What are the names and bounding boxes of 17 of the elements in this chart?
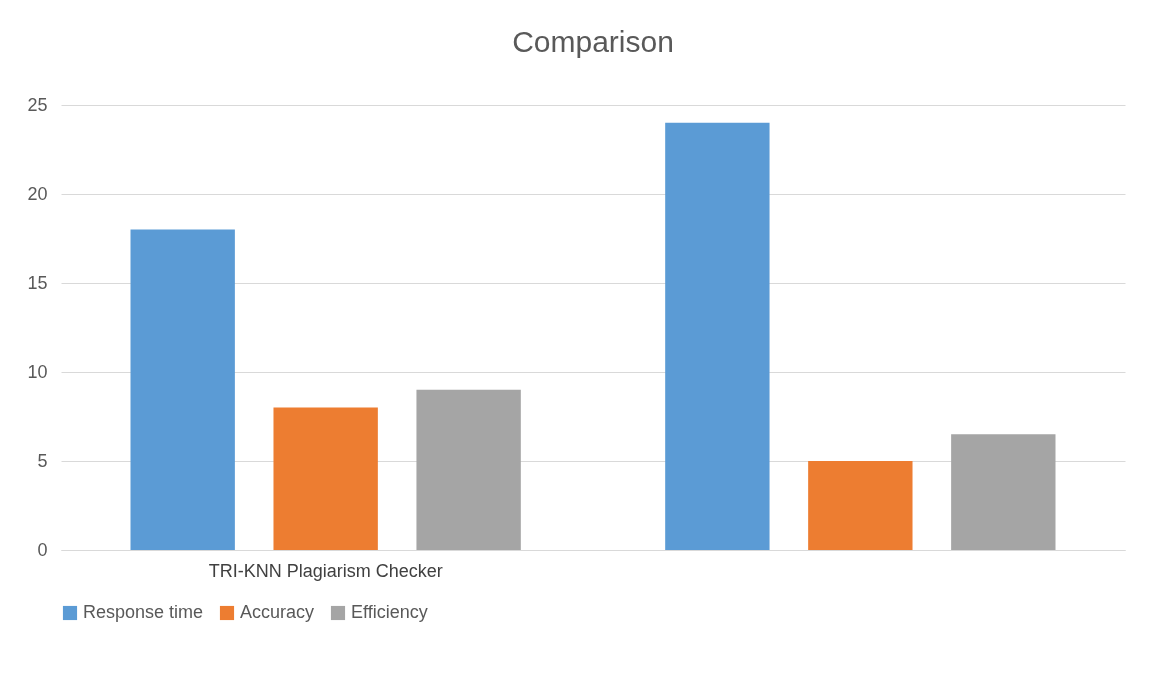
y-tick-label: 25 — [27, 94, 48, 115]
y-tick-label: 15 — [27, 272, 48, 293]
bar — [665, 122, 770, 550]
bar — [951, 434, 1056, 550]
legend-label: Response time — [83, 602, 204, 622]
bar — [808, 461, 913, 550]
bar — [273, 407, 378, 550]
legend-label: Efficiency — [351, 602, 428, 622]
bar — [130, 229, 235, 550]
x-tick-label: TRI-KNN Plagiarism Checker — [208, 560, 443, 581]
bar — [416, 389, 521, 550]
y-tick-label: 5 — [37, 450, 48, 471]
y-tick-label: 0 — [37, 539, 48, 560]
legend-label: Accuracy — [240, 602, 315, 622]
y-tick-label: 10 — [27, 361, 48, 382]
y-tick-label: 20 — [27, 183, 48, 204]
chart-title: Comparison — [512, 25, 674, 58]
